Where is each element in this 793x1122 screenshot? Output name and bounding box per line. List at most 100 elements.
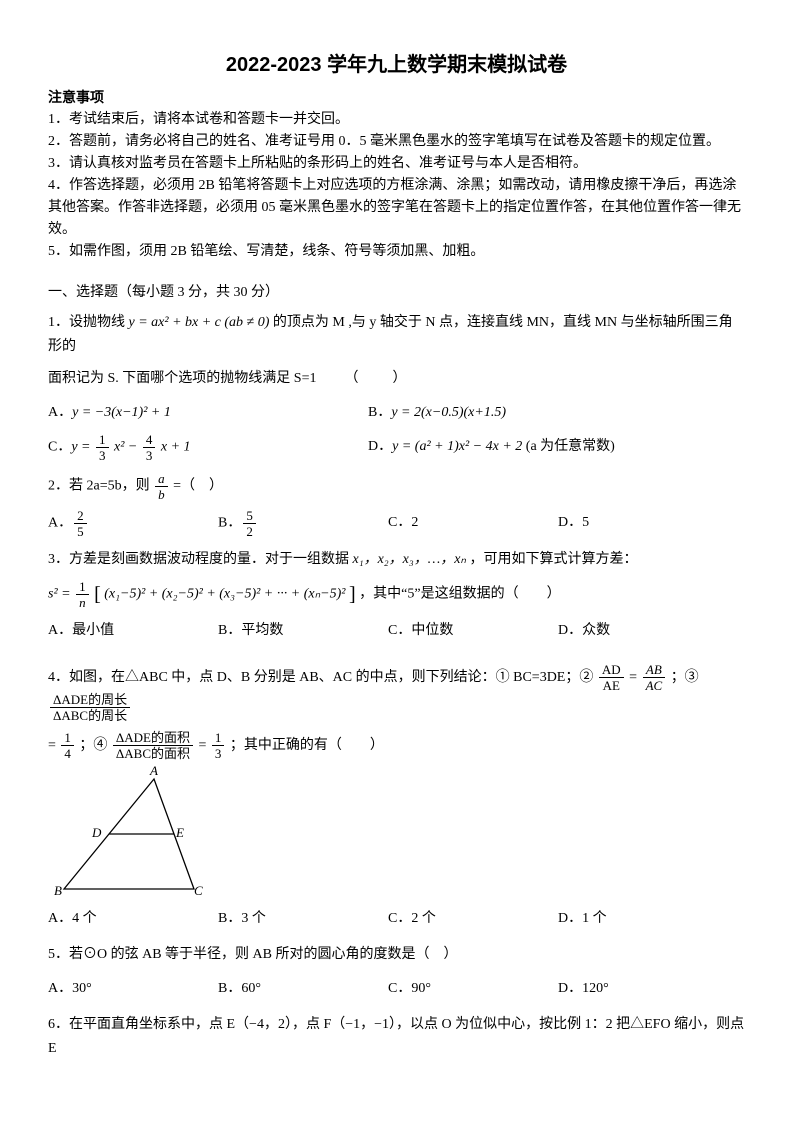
q4-lbl-b: B: [54, 883, 62, 899]
note-1: 1．考试结束后，请将本试卷和答题卡一并交回。: [48, 109, 745, 131]
q4-a-txt: 4 个: [72, 911, 97, 926]
q1-d-pre: y =: [392, 439, 415, 454]
q3-stem-c: ，其中“5”是这组数据的（ ）: [359, 587, 560, 602]
q4-opt-a: A．4 个: [48, 905, 198, 933]
q4-f1: ADAE: [599, 663, 624, 692]
note-5: 5．如需作图，须用 2B 铅笔绘、写清楚，线条、符号等须加黑、加粗。: [48, 241, 745, 263]
note-4: 4．作答选择题，必须用 2B 铅笔将答题卡上对应选项的方框涂满、涂黑；如需改动，…: [48, 175, 745, 241]
q4-opt-d: D．1 个: [558, 905, 708, 933]
q4-l2-mid: ；④: [79, 738, 111, 753]
q2-opt-b: B．52: [218, 509, 368, 538]
q2-opt-a: A．25: [48, 509, 198, 538]
q3-lbracket: [: [94, 584, 101, 606]
q4-d-txt: 1 个: [582, 911, 607, 926]
q2-a-fr: 25: [74, 509, 87, 538]
q4-f5n: ΔADE的面积: [113, 731, 193, 746]
q4-f6: 13: [212, 731, 225, 760]
q3-options: A．最小值 B．平均数 C．中位数 D．众数: [48, 617, 745, 645]
q3-c-txt: 中位数: [411, 623, 453, 638]
q5-options: A．30° B．60° C．90° D．120°: [48, 975, 745, 1003]
q1-opt-c: C．y = 13 x² − 43 x + 1: [48, 433, 348, 462]
q3-a-txt: 最小值: [72, 623, 114, 638]
q3-body: (x₁−5)² + (x₂−5)² + (x₃−5)² + ··· + (xₙ−…: [104, 587, 345, 602]
q5-c-txt: 90°: [411, 981, 431, 996]
question-4: 4．如图，在△ABC 中，点 D、B 分别是 AB、AC 的中点，则下列结论：①…: [48, 663, 745, 723]
q4-lbl-e: E: [176, 825, 184, 841]
q3-opt-a: A．最小值: [48, 617, 198, 645]
q1-opt-a: A．y = −3(x−1)² + 1: [48, 399, 348, 427]
q4-f5d: ΔABC的面积: [113, 746, 193, 760]
question-2: 2．若 2a=5b，则 ab =（ ）: [48, 472, 745, 501]
q2-fr-d: b: [155, 487, 168, 501]
notes-heading: 注意事项: [48, 87, 745, 107]
exam-page: 2022-2023 学年九上数学期末模拟试卷 注意事项 1．考试结束后，请将本试…: [0, 0, 793, 1089]
q1-c-f1d: 3: [96, 448, 109, 462]
note-2: 2．答题前，请务必将自己的姓名、准考证号用 0．5 毫米黑色墨水的签字笔填写在试…: [48, 131, 745, 153]
q4-lbl-a: A: [150, 763, 158, 779]
q1-options-2: C．y = 13 x² − 43 x + 1 D．y = (a² + 1)x² …: [48, 433, 745, 462]
q1-opt-a-eq: y = −3(x−1)² + 1: [72, 405, 171, 420]
q5-opt-d: D．120°: [558, 975, 708, 1003]
q1-stem-c: 面积记为 S. 下面哪个选项的抛物线满足 S=1: [48, 371, 316, 386]
q4-f2n: AB: [643, 663, 666, 678]
q5-a-txt: 30°: [72, 981, 92, 996]
q1-opt-d: D．y = (a² + 1)x² − 4x + 2 (a 为任意常数): [368, 433, 668, 462]
question-1-line2: 面积记为 S. 下面哪个选项的抛物线满足 S=1 （ ）: [48, 367, 745, 391]
q3-opt-b: B．平均数: [218, 617, 368, 645]
q4-c-txt: 2 个: [411, 911, 436, 926]
q5-opt-b: B．60°: [218, 975, 368, 1003]
q4-f3n: ΔADE的周长: [50, 693, 130, 708]
q4-f4d: 4: [61, 746, 74, 760]
q1-opt-b-eq: y = 2(x−0.5)(x+1.5): [391, 405, 506, 420]
q2-options: A．25 B．52 C．2 D．5: [48, 509, 745, 538]
question-3-formula: s² = 1n [ (x₁−5)² + (x₂−5)² + (x₃−5)² + …: [48, 580, 745, 609]
q4-opt-b: B．3 个: [218, 905, 368, 933]
q5-opt-a: A．30°: [48, 975, 198, 1003]
q1-c-f2n: 4: [143, 433, 156, 448]
question-5: 5．若⊙O 的弦 AB 等于半径，则 AB 所对的圆心角的度数是（ ）: [48, 943, 745, 967]
q4-stem-a: 4．如图，在△ABC 中，点 D、B 分别是 AB、AC 的中点，则下列结论：①…: [48, 670, 597, 685]
q3-stem-b: ，可用如下算式计算方差：: [469, 552, 637, 567]
q1-c-f1n: 1: [96, 433, 109, 448]
q4-f3d: ΔABC的周长: [50, 708, 130, 722]
q4-f4n: 1: [61, 731, 74, 746]
q1-opt-b: B．y = 2(x−0.5)(x+1.5): [368, 399, 668, 427]
question-6: 6．在平面直角坐标系中，点 E（−4，2），点 F（−1，−1），以点 O 为位…: [48, 1013, 745, 1061]
q1-c-post: x + 1: [157, 440, 190, 455]
question-4-line2: = 14 ；④ ΔADE的面积ΔABC的面积 = 13 ；其中正确的有（ ）: [48, 731, 745, 761]
q4-eq1: =: [629, 670, 640, 685]
q3-d-txt: 众数: [582, 623, 610, 638]
q2-opt-c: C．2: [388, 509, 538, 538]
q4-opt-c: C．2 个: [388, 905, 538, 933]
q5-opt-c: C．90°: [388, 975, 538, 1003]
q4-f1n: AD: [599, 663, 624, 678]
q1-c-f1: 13: [96, 433, 109, 462]
q4-f5: ΔADE的面积ΔABC的面积: [113, 731, 193, 760]
q4-l2-eq: =: [199, 738, 210, 753]
q4-stem-b: ；③: [671, 670, 699, 685]
q2-stem-a: 2．若 2a=5b，则: [48, 479, 153, 494]
q2-a-n: 2: [74, 509, 87, 524]
q2-fr-n: a: [155, 472, 168, 487]
q2-stem-b: =（ ）: [173, 479, 223, 494]
q2-c-val: 2: [411, 515, 418, 530]
q3-fr-d: n: [76, 595, 89, 609]
q4-f6n: 1: [212, 731, 225, 746]
q4-options: A．4 个 B．3 个 C．2 个 D．1 个: [48, 905, 745, 933]
q2-frac: ab: [155, 472, 168, 501]
q3-fr-n: 1: [76, 580, 89, 595]
q4-f2d: AC: [643, 678, 666, 692]
q1-eq: y = ax² + bx + c (ab ≠ 0): [129, 315, 270, 330]
q2-b-d: 2: [243, 524, 256, 538]
q3-rbracket: ]: [349, 584, 356, 606]
q4-lbl-c: C: [194, 883, 203, 899]
q4-f1d: AE: [599, 678, 624, 692]
q5-d-txt: 120°: [582, 981, 609, 996]
q2-b-n: 5: [243, 509, 256, 524]
q1-options: A．y = −3(x−1)² + 1 B．y = 2(x−0.5)(x+1.5): [48, 399, 745, 427]
q4-l2-pre: =: [48, 738, 59, 753]
triangle-icon: [54, 769, 224, 899]
q1-c-f2: 43: [143, 433, 156, 462]
q1-d-note: (a 为任意常数): [522, 439, 615, 454]
q2-b-fr: 52: [243, 509, 256, 538]
